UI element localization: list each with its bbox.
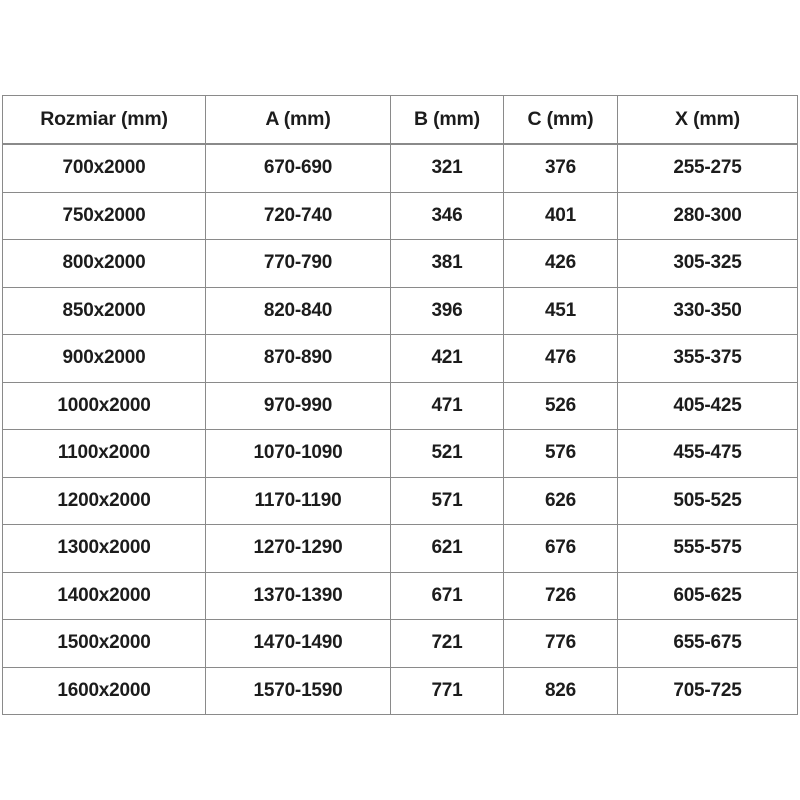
table-row: 700x2000 670-690 321 376 255-275 bbox=[2, 143, 798, 193]
cell-x: 305-325 bbox=[617, 239, 798, 288]
cell-size: 1200x2000 bbox=[2, 476, 206, 525]
cell-size: 900x2000 bbox=[2, 334, 206, 383]
cell-b: 346 bbox=[390, 191, 504, 240]
table-row: 1400x2000 1370-1390 671 726 605-625 bbox=[2, 571, 798, 620]
table-row: 850x2000 820-840 396 451 330-350 bbox=[2, 286, 798, 335]
cell-a: 1170-1190 bbox=[205, 476, 391, 525]
cell-c: 676 bbox=[503, 524, 618, 573]
cell-size: 750x2000 bbox=[2, 191, 206, 240]
cell-x: 705-725 bbox=[617, 666, 798, 715]
cell-x: 330-350 bbox=[617, 286, 798, 335]
cell-x: 355-375 bbox=[617, 334, 798, 383]
cell-c: 626 bbox=[503, 476, 618, 525]
cell-a: 770-790 bbox=[205, 239, 391, 288]
cell-x: 555-575 bbox=[617, 524, 798, 573]
cell-c: 426 bbox=[503, 239, 618, 288]
cell-a: 670-690 bbox=[205, 143, 391, 193]
cell-a: 720-740 bbox=[205, 191, 391, 240]
cell-c: 826 bbox=[503, 666, 618, 715]
column-header-c: C (mm) bbox=[503, 95, 618, 145]
cell-x: 405-425 bbox=[617, 381, 798, 430]
table-header: Rozmiar (mm) A (mm) B (mm) C (mm) X (mm) bbox=[2, 95, 798, 145]
cell-x: 280-300 bbox=[617, 191, 798, 240]
cell-c: 451 bbox=[503, 286, 618, 335]
cell-c: 476 bbox=[503, 334, 618, 383]
column-header-b: B (mm) bbox=[390, 95, 504, 145]
table-row: 1300x2000 1270-1290 621 676 555-575 bbox=[2, 524, 798, 573]
size-specification-table: Rozmiar (mm) A (mm) B (mm) C (mm) X (mm)… bbox=[2, 95, 798, 715]
cell-size: 850x2000 bbox=[2, 286, 206, 335]
column-header-a: A (mm) bbox=[205, 95, 391, 145]
cell-b: 321 bbox=[390, 143, 504, 193]
cell-a: 1470-1490 bbox=[205, 619, 391, 668]
table-row: 800x2000 770-790 381 426 305-325 bbox=[2, 239, 798, 288]
cell-b: 671 bbox=[390, 571, 504, 620]
cell-b: 396 bbox=[390, 286, 504, 335]
cell-size: 1400x2000 bbox=[2, 571, 206, 620]
cell-c: 376 bbox=[503, 143, 618, 193]
table-row: 1500x2000 1470-1490 721 776 655-675 bbox=[2, 619, 798, 668]
cell-c: 576 bbox=[503, 429, 618, 478]
column-header-x: X (mm) bbox=[617, 95, 798, 145]
table-header-row: Rozmiar (mm) A (mm) B (mm) C (mm) X (mm) bbox=[2, 95, 798, 145]
cell-c: 401 bbox=[503, 191, 618, 240]
cell-size: 700x2000 bbox=[2, 143, 206, 193]
cell-a: 820-840 bbox=[205, 286, 391, 335]
cell-c: 526 bbox=[503, 381, 618, 430]
cell-size: 800x2000 bbox=[2, 239, 206, 288]
cell-size: 1500x2000 bbox=[2, 619, 206, 668]
cell-x: 605-625 bbox=[617, 571, 798, 620]
table-row: 750x2000 720-740 346 401 280-300 bbox=[2, 191, 798, 240]
table-row: 900x2000 870-890 421 476 355-375 bbox=[2, 334, 798, 383]
table-row: 1600x2000 1570-1590 771 826 705-725 bbox=[2, 666, 798, 715]
cell-b: 471 bbox=[390, 381, 504, 430]
cell-b: 721 bbox=[390, 619, 504, 668]
cell-a: 1070-1090 bbox=[205, 429, 391, 478]
cell-b: 381 bbox=[390, 239, 504, 288]
cell-c: 726 bbox=[503, 571, 618, 620]
cell-b: 771 bbox=[390, 666, 504, 715]
table-row: 1200x2000 1170-1190 571 626 505-525 bbox=[2, 476, 798, 525]
size-specification-table-container: Rozmiar (mm) A (mm) B (mm) C (mm) X (mm)… bbox=[2, 95, 798, 715]
cell-a: 1370-1390 bbox=[205, 571, 391, 620]
cell-b: 521 bbox=[390, 429, 504, 478]
cell-size: 1000x2000 bbox=[2, 381, 206, 430]
cell-b: 571 bbox=[390, 476, 504, 525]
cell-x: 455-475 bbox=[617, 429, 798, 478]
cell-size: 1300x2000 bbox=[2, 524, 206, 573]
cell-x: 655-675 bbox=[617, 619, 798, 668]
cell-x: 255-275 bbox=[617, 143, 798, 193]
cell-x: 505-525 bbox=[617, 476, 798, 525]
column-header-rozmiar: Rozmiar (mm) bbox=[2, 95, 206, 145]
table-row: 1000x2000 970-990 471 526 405-425 bbox=[2, 381, 798, 430]
cell-size: 1600x2000 bbox=[2, 666, 206, 715]
cell-b: 621 bbox=[390, 524, 504, 573]
cell-size: 1100x2000 bbox=[2, 429, 206, 478]
table-row: 1100x2000 1070-1090 521 576 455-475 bbox=[2, 429, 798, 478]
cell-a: 870-890 bbox=[205, 334, 391, 383]
cell-b: 421 bbox=[390, 334, 504, 383]
cell-a: 1270-1290 bbox=[205, 524, 391, 573]
cell-c: 776 bbox=[503, 619, 618, 668]
cell-a: 1570-1590 bbox=[205, 666, 391, 715]
table-body: 700x2000 670-690 321 376 255-275 750x200… bbox=[2, 143, 798, 715]
cell-a: 970-990 bbox=[205, 381, 391, 430]
